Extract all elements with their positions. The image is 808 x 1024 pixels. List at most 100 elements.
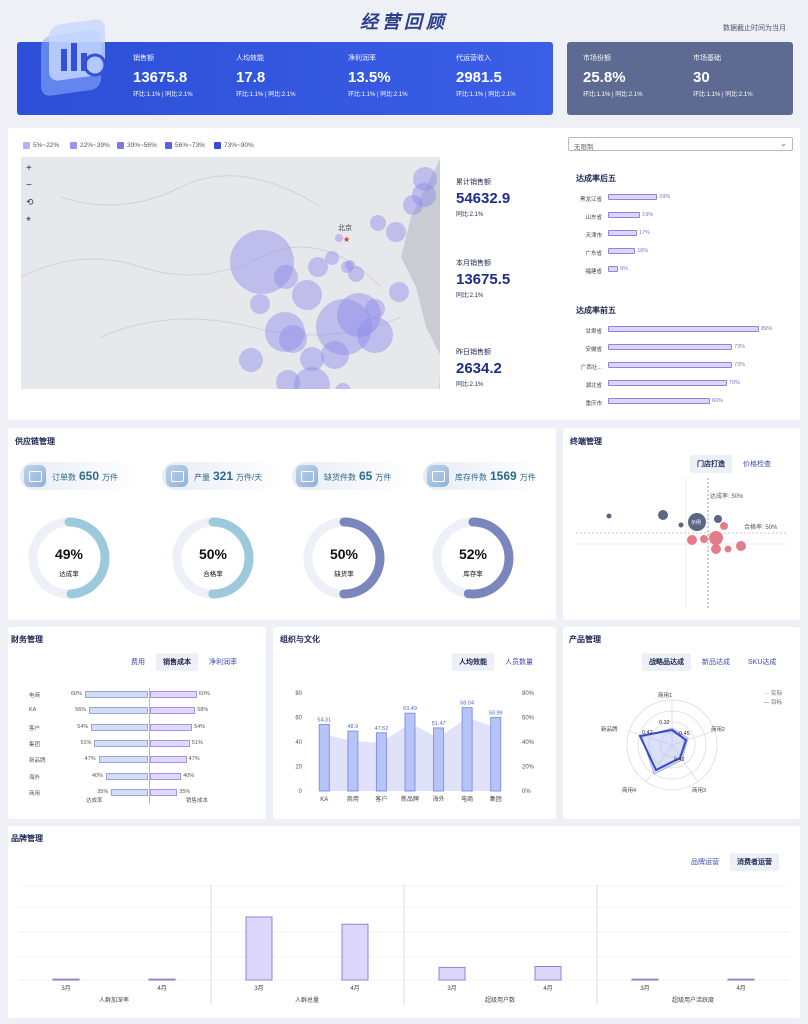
capital-star-icon: ★ — [343, 235, 351, 244]
rank-bar — [608, 266, 619, 272]
rank-value: 17% — [638, 230, 650, 236]
sales-bubble[interactable] — [294, 367, 330, 389]
sales-bubble[interactable] — [276, 370, 300, 389]
sales-bubble[interactable] — [321, 341, 349, 369]
brand-bar[interactable] — [341, 923, 369, 981]
rank-name: 安徽省 — [585, 347, 602, 353]
legend-item[interactable]: 56%~73% — [165, 142, 205, 149]
supply-unit: 万件 — [102, 473, 119, 482]
tab-per-capita[interactable]: 人均效能 — [452, 653, 494, 671]
tab-strategic[interactable]: 战略品达成 — [642, 653, 691, 671]
map-stats-panel — [440, 157, 551, 389]
brand-bar[interactable] — [631, 978, 659, 981]
stat-value: 2634.2 — [456, 360, 502, 377]
sales-bubble[interactable] — [403, 195, 423, 215]
sales-bubble[interactable] — [335, 234, 343, 242]
sales-bubble[interactable] — [230, 230, 294, 294]
sales-bubble[interactable] — [345, 260, 355, 270]
stat-change: 同比:2.1% — [456, 293, 484, 299]
legend-swatch — [214, 142, 221, 149]
sales-bubble[interactable] — [386, 222, 406, 242]
tab-sales-cost[interactable]: 销售成本 — [156, 653, 198, 671]
sales-bubble[interactable] — [325, 251, 339, 265]
legend-label: 39%~56% — [127, 142, 157, 149]
tab-sku[interactable]: SKU达成 — [748, 659, 777, 666]
tab-brand-ops[interactable]: 品牌运营 — [691, 859, 719, 866]
sales-stat-1: 本月销售额 13675.5 同比:2.1% — [456, 258, 510, 299]
org-bar-label: 51.47 — [432, 721, 446, 727]
tab-net-profit[interactable]: 净利润率 — [209, 659, 237, 666]
zoom-in-button[interactable]: + — [26, 163, 32, 174]
org-bar[interactable] — [375, 732, 387, 792]
box-icon — [427, 465, 449, 487]
rank-row: 天津市 17% — [570, 230, 780, 248]
kpi-0: 销售额 13675.8 环比:1.1% | 同比:2.1% — [133, 53, 193, 98]
tab-headcount[interactable]: 人员数量 — [505, 659, 533, 666]
supply-label: 订单数 — [52, 473, 76, 482]
legend-item[interactable]: 39%~56% — [117, 142, 157, 149]
finance-left-value: 35% — [97, 788, 109, 795]
legend-item[interactable]: 22%~39% — [70, 142, 110, 149]
legend-item[interactable]: 73%~90% — [214, 142, 254, 149]
rank-row: 甘肃省 89% — [570, 326, 780, 344]
radar-axis-5: 新品牌 — [601, 727, 618, 733]
region-select[interactable]: 无限制 ⌄ — [568, 137, 793, 151]
reset-view-icon[interactable]: ⟲ — [26, 197, 34, 207]
sales-bubble[interactable] — [413, 167, 437, 191]
tab-consumer-ops[interactable]: 消费者运营 — [730, 853, 779, 871]
kpi-change: 环比:1.1% | 同比:2.1% — [133, 92, 193, 98]
sales-bubble[interactable] — [412, 183, 436, 207]
sales-bubble[interactable] — [370, 215, 386, 231]
org-xtick: 海外 — [433, 795, 445, 803]
tab-price-check[interactable]: 价格检查 — [743, 461, 771, 468]
sales-bubble[interactable] — [389, 282, 409, 302]
sales-bubble[interactable] — [239, 348, 263, 372]
sales-bubble[interactable] — [335, 383, 351, 389]
supply-value: 65 — [359, 469, 373, 483]
kpi-label: 市场基础 — [693, 55, 721, 62]
brand-xtick: 4月 — [736, 985, 745, 992]
brand-xtick: 4月 — [350, 985, 359, 992]
sales-bubble[interactable] — [341, 261, 353, 273]
org-bar[interactable] — [347, 730, 359, 792]
finance-row-name: KA — [29, 707, 37, 714]
supply-metric-text: 缺货件数 65 万件 — [324, 469, 391, 483]
org-bar[interactable] — [318, 723, 330, 792]
tab-store-building[interactable]: 门店打造 — [690, 455, 732, 473]
org-bar-label: 54.31 — [317, 717, 331, 723]
org-bar[interactable] — [433, 727, 445, 792]
zoom-out-button[interactable]: − — [26, 180, 32, 191]
brand-bar[interactable] — [438, 966, 466, 981]
sales-bubble[interactable] — [274, 265, 298, 289]
brand-bar[interactable] — [52, 978, 80, 981]
sales-bubble[interactable] — [250, 294, 270, 314]
sales-bubble[interactable] — [357, 317, 393, 353]
finance-title: 财务管理 — [11, 635, 43, 644]
org-bar[interactable] — [490, 717, 502, 792]
sales-bubble[interactable] — [279, 325, 307, 353]
tab-expense[interactable]: 费用 — [131, 659, 145, 666]
org-bar[interactable] — [461, 707, 473, 792]
legend-item[interactable]: 5%~22% — [23, 142, 59, 149]
sales-bubble[interactable] — [292, 280, 322, 310]
kpi-change: 环比:1.1% | 同比:2.1% — [693, 92, 753, 98]
sales-bubble[interactable] — [365, 299, 385, 319]
sales-bubble[interactable] — [337, 293, 381, 337]
radar-value-1: 0.32 — [659, 720, 670, 726]
brand-bar[interactable] — [727, 978, 755, 981]
brand-bar[interactable] — [148, 978, 176, 981]
supply-metric: 库存件数 1569 万件 — [423, 462, 543, 490]
sales-bubble[interactable] — [308, 257, 328, 277]
sales-bubble[interactable] — [316, 299, 372, 355]
sales-bubble[interactable] — [300, 347, 324, 371]
org-bar[interactable] — [404, 712, 416, 792]
tab-new-product[interactable]: 新品达成 — [702, 659, 730, 666]
sales-bubble[interactable] — [265, 312, 305, 352]
org-xtick: KA — [320, 797, 328, 803]
brand-bar[interactable] — [534, 966, 562, 981]
brand-bar[interactable] — [245, 916, 273, 981]
stat-label: 昨日销售额 — [456, 349, 491, 356]
sales-bubble[interactable] — [348, 266, 364, 282]
rank-value: 60% — [712, 398, 724, 404]
locate-icon[interactable]: ⌖ — [26, 214, 32, 224]
